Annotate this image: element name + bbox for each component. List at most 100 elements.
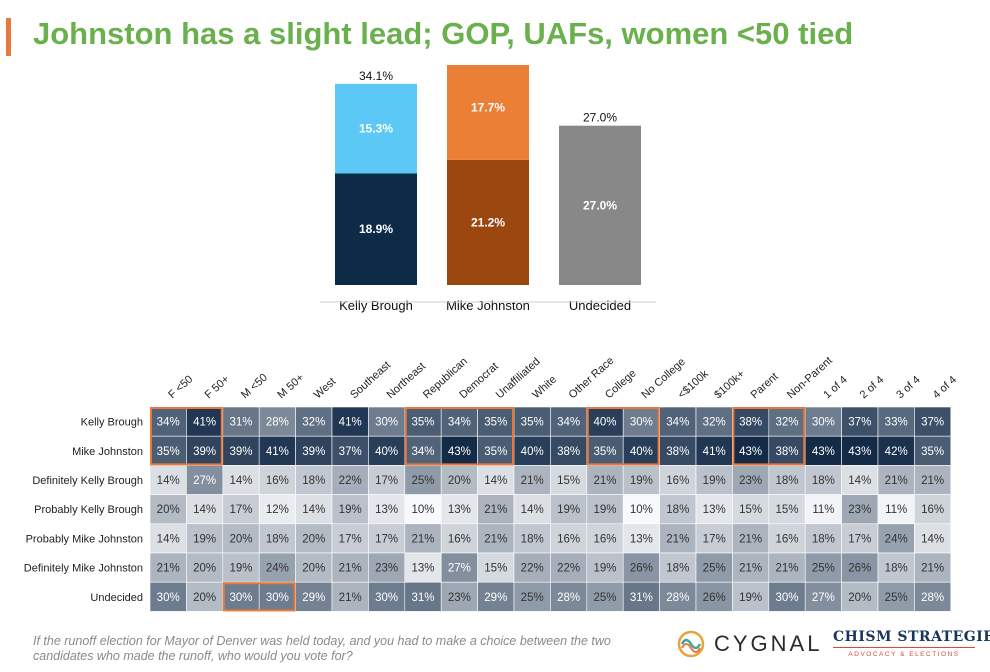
heatmap-cell-value: 21%	[593, 475, 616, 487]
heatmap-cell-value: 34%	[411, 446, 434, 458]
heatmap-cell	[331, 581, 369, 612]
heatmap-cell-value: 20%	[193, 563, 216, 575]
heatmap-cell	[550, 552, 588, 583]
heatmap-cell-value: 25%	[521, 592, 544, 604]
heatmap-cell	[404, 494, 442, 525]
heatmap-cell-value: 14%	[193, 504, 216, 516]
heatmap-cell	[768, 494, 806, 525]
heatmap-cell-value: 15%	[484, 563, 507, 575]
heatmap-cell	[659, 465, 697, 495]
heatmap-cell	[768, 581, 806, 612]
heatmap-cell	[841, 494, 879, 525]
heatmap-cell-value: 28%	[266, 417, 289, 429]
heatmap-cell	[440, 552, 478, 583]
heatmap-cell-value: 32%	[703, 417, 726, 429]
heatmap-cell-value: 39%	[193, 446, 216, 458]
heatmap-cell	[149, 406, 187, 437]
heatmap-cell-value: 18%	[266, 533, 289, 545]
heatmap-cell-value: 28%	[666, 592, 689, 604]
heatmap-cell	[186, 435, 224, 466]
heatmap-cell	[477, 494, 515, 525]
heatmap-cell-value: 11%	[812, 504, 834, 516]
heatmap-column-header: 2 of 4	[858, 374, 886, 401]
heatmap-cell-value: 25%	[885, 592, 908, 604]
heatmap-cell-value: 15%	[775, 504, 798, 516]
heatmap-cell-value: 24%	[885, 533, 908, 545]
heatmap-cell-value: 15%	[557, 475, 580, 487]
heatmap-cell	[222, 465, 260, 495]
heatmap-cell	[877, 406, 915, 437]
heatmap-cell	[331, 406, 369, 437]
chism-tagline: ADVOCACY & ELECTIONS	[848, 651, 960, 658]
heatmap-cell	[186, 406, 224, 437]
heatmap-column-header: Parent	[749, 371, 781, 402]
heatmap-cell-value: 37%	[848, 417, 871, 429]
bar-segment-top	[447, 65, 529, 160]
heatmap-cell-value: 34%	[666, 417, 689, 429]
heatmap-cell	[186, 494, 224, 525]
heatmap-cell-value: 14%	[157, 533, 180, 545]
heatmap-cell-value: 13%	[411, 563, 434, 575]
heatmap-cell	[440, 406, 478, 437]
heatmap-cell-value: 22%	[521, 563, 544, 575]
heatmap-cell-value: 38%	[666, 446, 689, 458]
heatmap-cell-value: 35%	[484, 417, 507, 429]
heatmap-cell	[659, 552, 697, 583]
heatmap-cell	[295, 406, 333, 437]
heatmap-cell-value: 34%	[157, 417, 180, 429]
heatmap-cell-value: 38%	[775, 446, 798, 458]
heatmap-cell-value: 34%	[557, 417, 580, 429]
heatmap-cell	[914, 406, 952, 437]
heatmap-cell-value: 30%	[229, 592, 252, 604]
heatmap-row-label: Definitely Mike Johnston	[24, 563, 143, 575]
heatmap-cell-value: 21%	[921, 563, 944, 575]
heatmap-cell-value: 21%	[484, 533, 507, 545]
heatmap-cell-value: 21%	[157, 563, 180, 575]
heatmap-cell-value: 14%	[521, 504, 544, 516]
heatmap-cell-value: 26%	[703, 592, 726, 604]
heatmap-cell-value: 18%	[775, 475, 798, 487]
heatmap-cell-value: 21%	[775, 563, 798, 575]
heatmap-cell-value: 30%	[775, 592, 798, 604]
heatmap-cell-value: 18%	[302, 475, 325, 487]
heatmap-cell-value: 20%	[302, 533, 325, 545]
heatmap-cell	[841, 523, 879, 554]
bar-segment-bottom	[447, 159, 529, 285]
heatmap-cell-value: 18%	[885, 563, 908, 575]
heatmap-cell	[804, 552, 842, 583]
heatmap-column-header: M 50+	[275, 372, 306, 402]
heatmap-cell-value: 21%	[484, 504, 507, 516]
slide-title: Johnston has a slight lead; GOP, UAFs, w…	[33, 16, 854, 51]
heatmap-cell-value: 21%	[739, 563, 762, 575]
footnote: If the runoff election for Mayor of Denv…	[33, 634, 611, 663]
heatmap-cell-value: 41%	[703, 446, 726, 458]
heatmap-cell	[877, 465, 915, 495]
heatmap-cell-value: 18%	[812, 533, 835, 545]
title-accent-bar	[6, 18, 11, 56]
heatmap-cell-value: 21%	[339, 563, 362, 575]
chism-logo: CHISM STRATEGIES ADVOCACY & ELECTIONS	[833, 629, 990, 658]
heatmap-cell-value: 17%	[375, 533, 398, 545]
bar-segment-bottom	[335, 173, 417, 285]
heatmap-cell	[695, 552, 733, 583]
heatmap-cell-value: 31%	[630, 592, 653, 604]
heatmap-cell	[295, 494, 333, 525]
heatmap-column-header: College	[603, 367, 639, 401]
heatmap-highlight-box	[404, 407, 514, 466]
heatmap-cell-value: 38%	[739, 417, 762, 429]
heatmap-cell-value: 14%	[229, 475, 252, 487]
heatmap-cell-value: 43%	[739, 446, 762, 458]
heatmap-cell-value: 17%	[375, 475, 398, 487]
heatmap-cell	[331, 465, 369, 495]
heatmap-cell	[622, 465, 660, 495]
bar-segment-top	[335, 83, 417, 174]
heatmap-cell-value: 19%	[557, 504, 580, 516]
heatmap-cell-value: 13%	[703, 504, 726, 516]
heatmap-cell-value: 43%	[448, 446, 471, 458]
heatmap-cell-value: 20%	[848, 592, 871, 604]
heatmap-cell	[440, 581, 478, 612]
heatmap-cell	[622, 581, 660, 612]
heatmap-cell-value: 19%	[193, 533, 216, 545]
heatmap-cell-value: 40%	[630, 446, 653, 458]
heatmap-cell	[550, 581, 588, 612]
